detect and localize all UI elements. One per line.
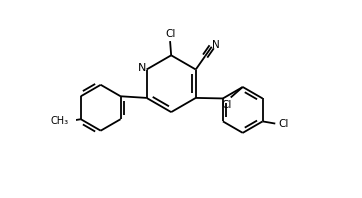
Text: N: N [138, 63, 146, 73]
Text: Cl: Cl [278, 119, 288, 129]
Text: Cl: Cl [165, 29, 175, 39]
Text: Cl: Cl [222, 100, 232, 110]
Text: CH₃: CH₃ [50, 116, 68, 126]
Text: N: N [212, 40, 220, 50]
